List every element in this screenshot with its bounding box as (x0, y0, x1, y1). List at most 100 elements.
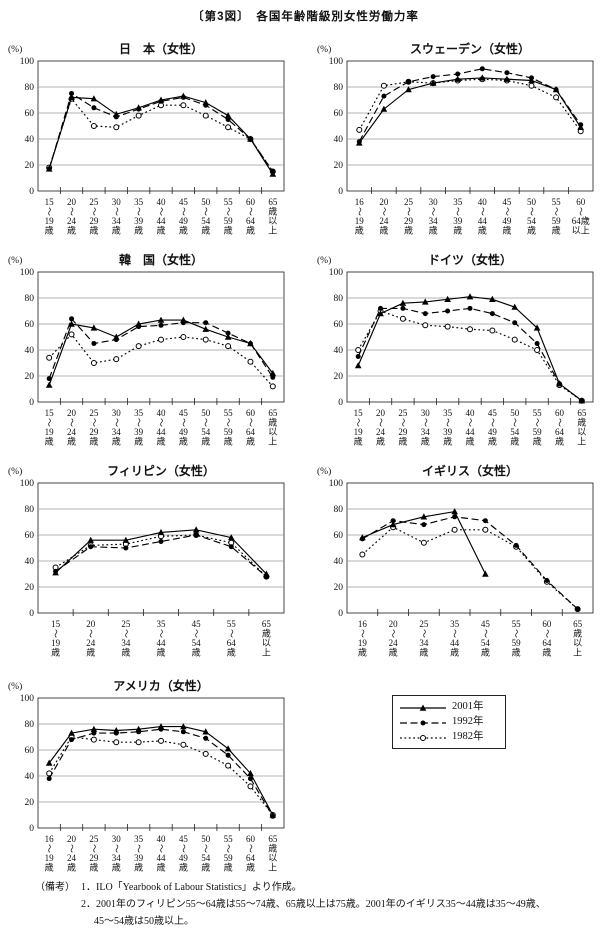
svg-text:60: 60 (576, 197, 586, 207)
notes-body: 1．ILO「Yearbook of Labour Statistics」より作成… (81, 879, 546, 930)
svg-text:歳: 歳 (450, 647, 459, 658)
y-axis: 0 20 40 60 80 100 (20, 57, 35, 197)
svg-text:35: 35 (134, 408, 144, 418)
svg-text:39: 39 (134, 853, 144, 863)
svg-text:歳: 歳 (89, 225, 98, 236)
svg-text:歳: 歳 (465, 436, 474, 447)
series-2001年 (356, 74, 584, 146)
legend-item-1992: 1992年 (399, 716, 499, 729)
svg-text:100: 100 (20, 694, 35, 704)
svg-text:24: 24 (389, 638, 399, 648)
svg-text:歳: 歳 (112, 436, 121, 447)
svg-text:歳: 歳 (134, 436, 143, 447)
svg-text:0: 0 (29, 398, 34, 408)
svg-text:歳: 歳 (419, 647, 428, 658)
legend: 2001年 1992年 1982年 (392, 695, 506, 749)
svg-text:40: 40 (334, 346, 344, 356)
svg-text:24: 24 (67, 216, 77, 226)
page-title: 〔第3図〕 各国年齢階級別女性労働力率 (192, 11, 419, 23)
svg-text:歳: 歳 (51, 647, 60, 658)
chart-title: イギリス（女性） (422, 463, 518, 478)
svg-text:54: 54 (192, 638, 202, 648)
svg-text:20: 20 (86, 619, 96, 629)
svg-text:45: 45 (179, 197, 189, 207)
svg-text:55: 55 (224, 408, 234, 418)
svg-text:歳: 歳 (398, 436, 407, 447)
svg-text:16: 16 (355, 197, 365, 207)
svg-text:80: 80 (25, 505, 35, 515)
gridlines (37, 271, 285, 403)
svg-text:19: 19 (51, 638, 61, 648)
svg-text:上: 上 (268, 437, 277, 447)
svg-text:15: 15 (45, 197, 55, 207)
svg-text:0: 0 (29, 187, 34, 197)
svg-text:80: 80 (25, 294, 35, 304)
svg-text:～: ～ (134, 844, 144, 853)
x-axis: 15～19歳20～24歳25～34歳35～44歳45～54歳55～64歳65歳以… (51, 609, 271, 658)
svg-text:～: ～ (376, 418, 386, 427)
svg-text:歳: 歳 (112, 862, 121, 873)
svg-text:29: 29 (89, 427, 99, 437)
svg-text:40: 40 (157, 197, 167, 207)
svg-text:歳: 歳 (179, 436, 188, 447)
svg-text:40: 40 (25, 135, 35, 145)
svg-text:～: ～ (44, 207, 54, 216)
svg-text:35: 35 (134, 197, 144, 207)
svg-text:40: 40 (478, 197, 488, 207)
svg-text:49: 49 (179, 853, 189, 863)
svg-text:歳: 歳 (246, 225, 255, 236)
svg-text:45: 45 (192, 619, 202, 629)
svg-text:～: ～ (419, 629, 429, 638)
svg-text:～: ～ (156, 629, 166, 638)
svg-text:45: 45 (488, 408, 498, 418)
svg-text:歳: 歳 (224, 436, 233, 447)
svg-text:60: 60 (334, 109, 344, 119)
svg-text:～: ～ (480, 629, 490, 638)
svg-text:100: 100 (329, 479, 344, 489)
svg-text:歳: 歳 (201, 862, 210, 873)
svg-text:20: 20 (389, 619, 399, 629)
svg-text:～: ～ (44, 844, 54, 853)
svg-text:44: 44 (157, 853, 167, 863)
svg-text:歳: 歳 (246, 862, 255, 873)
svg-text:～: ～ (44, 418, 54, 427)
svg-text:0: 0 (29, 824, 34, 834)
svg-text:55: 55 (224, 197, 234, 207)
svg-text:50: 50 (527, 197, 537, 207)
svg-text:44: 44 (157, 427, 167, 437)
x-axis: 16～19歳20～24歳25～29歳30～34歳35～39歳40～44歳45～4… (354, 187, 590, 236)
svg-text:29: 29 (404, 216, 414, 226)
gridlines (346, 482, 594, 614)
svg-text:64: 64 (227, 638, 237, 648)
svg-text:以: 以 (268, 427, 277, 437)
svg-text:上: 上 (268, 863, 277, 873)
svg-text:40: 40 (25, 557, 35, 567)
legend-label-1992: 1992年 (452, 716, 484, 727)
percent-label: (%) (317, 255, 331, 266)
svg-text:16: 16 (45, 834, 55, 844)
svg-text:24: 24 (67, 853, 77, 863)
svg-text:歳: 歳 (201, 225, 210, 236)
gridlines (37, 482, 285, 614)
svg-text:64: 64 (555, 427, 565, 437)
svg-text:49: 49 (502, 216, 512, 226)
svg-text:歳: 歳 (156, 647, 165, 658)
svg-text:80: 80 (334, 83, 344, 93)
svg-text:29: 29 (89, 853, 99, 863)
svg-text:～: ～ (156, 207, 166, 216)
svg-text:20: 20 (67, 834, 77, 844)
chart-korea: 0 20 40 60 80 100 (%) 韓 国（女性） 15 ～ 19 歳 20 ～ 24 歳 25 ～ 29 歳… (0, 250, 300, 452)
svg-text:55: 55 (227, 619, 237, 629)
svg-text:54: 54 (527, 216, 537, 226)
svg-text:40: 40 (466, 408, 476, 418)
svg-text:歳: 歳 (552, 225, 561, 236)
svg-text:～: ～ (510, 418, 520, 427)
svg-text:～: ～ (67, 844, 77, 853)
svg-text:～: ～ (111, 207, 121, 216)
svg-text:45: 45 (179, 834, 189, 844)
svg-text:歳: 歳 (404, 225, 413, 236)
svg-text:歳: 歳 (527, 225, 536, 236)
